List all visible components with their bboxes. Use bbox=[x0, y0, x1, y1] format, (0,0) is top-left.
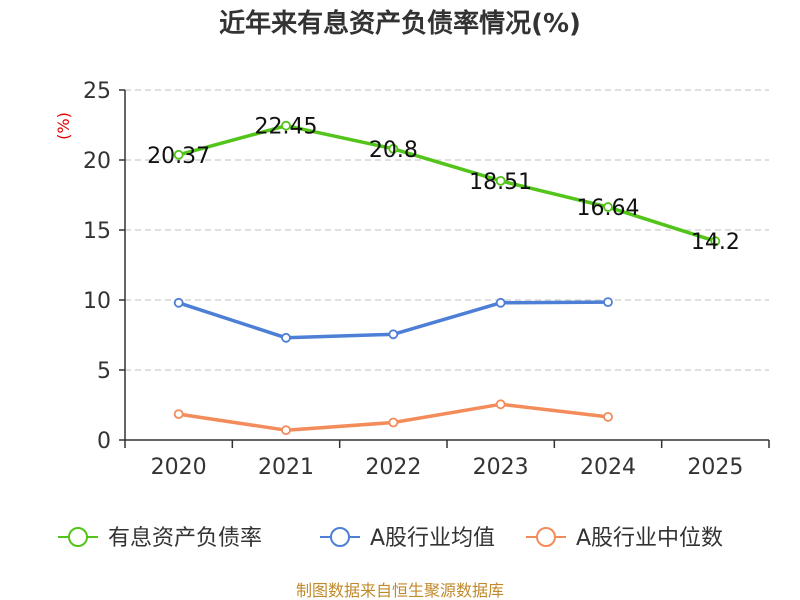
data-point bbox=[281, 120, 291, 131]
data-label: 20.8 bbox=[369, 138, 418, 163]
data-point bbox=[710, 236, 721, 247]
x-tick-label: 2025 bbox=[687, 455, 743, 480]
data-label: 14.2 bbox=[691, 230, 740, 255]
data-label: 18.51 bbox=[469, 170, 532, 195]
legend[interactable]: 有息资产负债率 A股行业均值 A股行业中位数 bbox=[58, 526, 723, 551]
data-point bbox=[281, 425, 291, 436]
data-point bbox=[603, 297, 613, 308]
data-point bbox=[603, 411, 613, 422]
data-point bbox=[388, 329, 399, 340]
x-tick-label: 2022 bbox=[365, 455, 421, 480]
data-point bbox=[173, 149, 184, 160]
y-tick-label: 20 bbox=[83, 149, 111, 174]
legend-label: A股行业中位数 bbox=[576, 526, 723, 551]
chart-title: 近年来有息资产负债率情况(%) bbox=[219, 8, 581, 39]
legend-marker-icon bbox=[68, 527, 88, 547]
data-label: 16.64 bbox=[577, 196, 640, 221]
data-point bbox=[603, 202, 613, 212]
data-point bbox=[495, 175, 506, 186]
data-label: 22.45 bbox=[255, 115, 318, 140]
y-tick-label: 25 bbox=[83, 79, 111, 104]
y-tick-label: 0 bbox=[97, 429, 111, 454]
footer-source: 制图数据来自恒生聚源数据库 bbox=[296, 581, 504, 600]
data-point bbox=[388, 417, 399, 428]
legend-marker-icon bbox=[330, 527, 350, 547]
data-point bbox=[173, 297, 184, 308]
x-tick-label: 2023 bbox=[473, 455, 529, 480]
y-tick-label: 5 bbox=[97, 359, 111, 384]
y-tick-label: 10 bbox=[83, 289, 111, 314]
series bbox=[173, 120, 721, 436]
legend-label: A股行业均值 bbox=[370, 526, 495, 551]
x-tick-label: 2021 bbox=[258, 455, 314, 480]
data-point bbox=[281, 332, 291, 343]
y-tick-label: 15 bbox=[83, 219, 111, 244]
data-label: 20.37 bbox=[147, 144, 210, 169]
data-point bbox=[388, 143, 399, 154]
legend-marker-icon bbox=[536, 527, 556, 547]
y-axis-unit: (%) bbox=[54, 112, 73, 140]
x-tick-label: 2020 bbox=[151, 455, 207, 480]
data-point bbox=[495, 399, 506, 410]
data-labels: 20.37 22.45 20.8 18.51 16.64 14.2 bbox=[147, 115, 740, 256]
data-point bbox=[173, 409, 184, 420]
legend-label: 有息资产负债率 bbox=[108, 526, 262, 551]
grid-lines bbox=[125, 89, 769, 371]
series-line-0 bbox=[178, 123, 716, 243]
x-tick-label: 2024 bbox=[580, 455, 636, 480]
data-point bbox=[495, 297, 506, 308]
